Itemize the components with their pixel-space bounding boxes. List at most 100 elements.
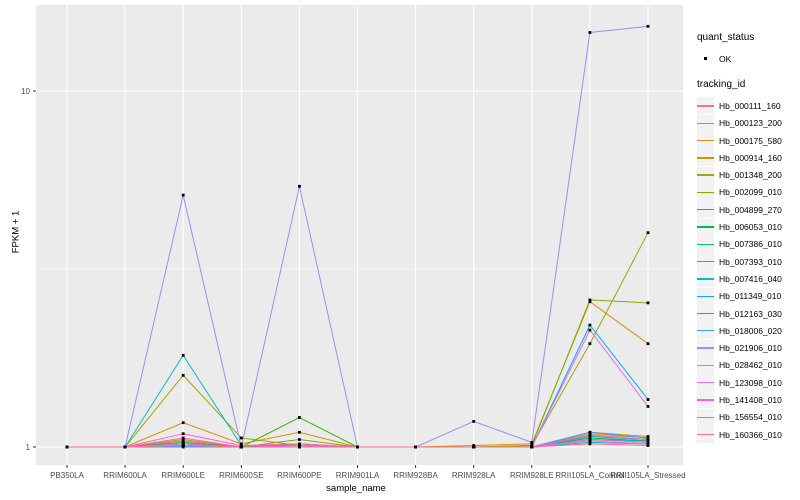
x-tick-label: RRIM600LE [161,471,205,480]
data-point [472,445,476,449]
data-point [181,432,185,436]
data-point [298,184,301,188]
legend-entry: Hb_007393_010 [697,253,799,271]
data-point [530,444,534,447]
legend-entry: Hb_011349_010 [697,287,799,305]
ok-point-icon [697,50,714,67]
data-point [414,445,417,449]
data-point [298,416,301,419]
data-point [588,328,592,332]
data-point [646,441,650,444]
legend-entry: Hb_000914_160 [697,149,799,167]
legend-line-swatch [697,330,714,332]
y-tick-label: 1 [26,443,31,452]
data-point [588,438,592,441]
data-point [646,24,650,28]
legend-line-swatch [697,122,714,124]
data-point [181,442,185,446]
legend-entry-label: Hb_011349_010 [719,291,782,302]
legend-entry: Hb_000111_160 [697,97,799,115]
data-point [123,445,127,449]
legend-key [697,426,714,444]
x-tick-label: RRIM928LA [452,471,496,480]
x-axis-title: sample_name [326,483,386,494]
legend-key [697,287,714,305]
legend-entry-label: Hb_156554_010 [719,412,782,423]
legend-entry: Hb_007386_010 [697,235,799,253]
legend-entry-label: Hb_006053_010 [719,222,782,233]
data-points [65,24,650,449]
legend-key [697,183,714,201]
legend-line-swatch [697,347,714,349]
data-point [646,438,650,441]
data-point [588,31,592,34]
legend-key [697,166,714,184]
axis-tick-labels: 1 10 PB350LA RRIM600LA RRIM600LE RRIM600SE RRI… [21,87,685,480]
data-point [646,444,650,447]
legend-entry-label: Hb_000123_200 [719,118,782,129]
legend-key [697,201,714,219]
data-point [646,436,650,440]
legend-line-swatch [697,157,714,159]
legend-entry-label: Hb_021906_010 [719,343,782,354]
axis-tick-marks [33,90,649,468]
legend-entry-label: Hb_160366_010 [719,429,782,440]
legend-line-swatch [697,139,714,142]
x-tick-label: RRIM600SE [219,471,263,480]
legend-entry-label: Hb_012163_030 [719,308,782,319]
legend-entry-label: Hb_007393_010 [719,256,782,267]
x-tick-label: RRIM600LA [103,471,147,480]
legend-entry: Hb_018006_020 [697,322,799,340]
legend-line-swatch [697,295,714,297]
legend-key [697,322,714,340]
legend-entry-label: Hb_007416_040 [719,273,782,284]
x-tick-label: RRIM928LE [510,471,554,480]
legend-entry-label: Hb_000175_580 [719,135,782,146]
legend-entry: Hb_012163_030 [697,305,799,322]
data-point [588,323,592,327]
legend-line-swatch [697,399,714,401]
x-tick-label: RRII105LA_Control [555,471,625,480]
data-point [646,301,650,305]
y-axis-title: FPKM + 1 [10,210,22,254]
legend-entry: Hb_028462_010 [697,356,799,374]
legend-entry: Hb_141408_010 [697,391,799,409]
legend-line-swatch [697,209,714,211]
legend-key [697,253,714,271]
data-point [298,444,301,447]
data-point [181,193,185,197]
legend-entry-label: Hb_141408_010 [719,394,782,405]
legend-entry-label: Hb_028462_010 [719,360,782,371]
legend-key [697,132,714,150]
legend-line-swatch [697,226,714,228]
legend-series-list: Hb_000111_160 Hb_000123_200 Hb_000175_580 H… [697,97,799,444]
data-point [65,445,69,449]
legend-entry: Hb_007416_040 [697,270,799,288]
x-tick-label: RRIM600PE [277,471,321,480]
data-point [181,445,185,449]
legend-entry-label: Hb_001348_200 [719,170,782,181]
data-point [181,353,185,357]
data-point [181,438,185,441]
data-point [646,342,650,346]
data-point [181,421,185,425]
legend-entry: Hb_021906_010 [697,339,799,357]
data-point [472,420,476,423]
legend-entry: Hb_160366_010 [697,426,799,444]
data-point [181,444,185,447]
legend-line-swatch [697,433,714,436]
legend-line-swatch [697,105,714,107]
legend-line-swatch [697,381,714,384]
data-point [646,442,650,446]
legend: quant_status OK tracking_id Hb_000111_16… [697,32,799,444]
data-point [298,438,301,441]
legend-entry-ok: OK [697,50,799,67]
data-point [181,373,185,377]
data-point [298,445,301,449]
legend-key [697,114,714,132]
x-tick-label: RRIM901LA [336,471,380,480]
data-point [588,342,592,346]
legend-entry-label: Hb_123098_010 [719,377,782,388]
panel-gridlines [36,5,683,465]
